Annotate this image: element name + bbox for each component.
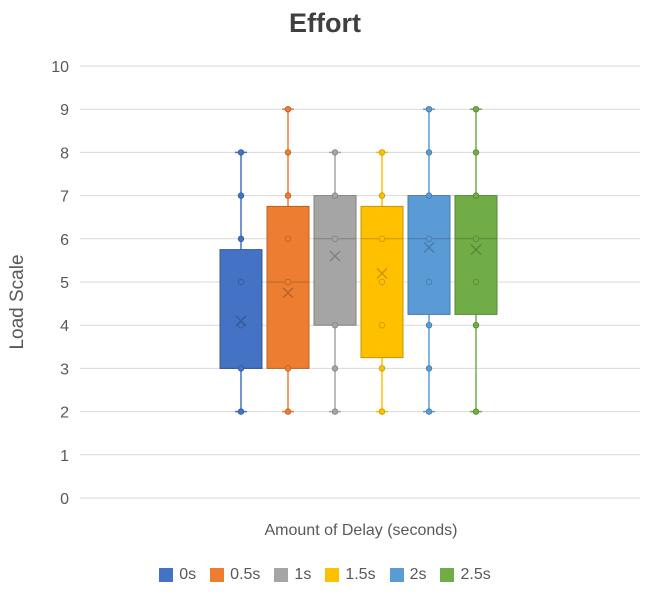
data-point [237, 365, 245, 372]
data-point [284, 235, 292, 242]
data-point [425, 278, 433, 286]
box-0s [219, 249, 263, 369]
data-point [472, 278, 480, 286]
box-2.5s [454, 195, 498, 315]
data-point [472, 105, 480, 113]
data-point [237, 192, 245, 199]
box-0.5s [266, 205, 310, 369]
legend-swatch [210, 568, 225, 582]
legend-item: 2s [389, 566, 427, 584]
data-point [425, 192, 433, 199]
data-point [472, 408, 480, 415]
y-tick-label: 10 [51, 59, 69, 76]
data-point [237, 322, 245, 329]
data-point [331, 408, 339, 415]
data-point [425, 105, 433, 113]
x-axis-label: Amount of Delay (seconds) [264, 522, 458, 539]
legend-item: 0.5s [210, 566, 260, 584]
mean-marker [470, 244, 482, 256]
data-point [378, 278, 386, 286]
data-point [378, 192, 386, 199]
y-tick-label: 2 [60, 405, 69, 422]
y-tick-label: 1 [60, 448, 69, 465]
legend-label: 1.5s [345, 566, 376, 583]
data-point [378, 322, 386, 329]
data-point [331, 149, 339, 156]
data-point [237, 235, 245, 242]
data-point [472, 235, 480, 242]
y-tick-label: 7 [60, 189, 69, 206]
legend-swatch [389, 568, 404, 582]
data-point [331, 365, 339, 372]
data-point [237, 278, 245, 286]
legend-item: 1.5s [325, 566, 376, 584]
legend-item: 1s [274, 566, 311, 584]
mean-marker [329, 250, 341, 262]
legend: 0s 0.5s 1s 1.5s 2s 2.5s [0, 566, 650, 584]
legend-item: 2.5s [440, 566, 491, 584]
data-point [378, 235, 386, 242]
legend-swatch [274, 568, 289, 582]
y-tick-label: 8 [60, 145, 69, 162]
data-point [284, 105, 292, 113]
legend-label: 2.5s [460, 566, 491, 583]
legend-label: 1s [294, 566, 312, 583]
data-point [331, 192, 339, 199]
chart-title: Effort [289, 8, 361, 38]
data-point [331, 322, 339, 329]
data-point [284, 365, 292, 372]
mean-marker [376, 267, 388, 279]
y-tick-label: 0 [60, 491, 69, 508]
data-point [378, 149, 386, 156]
data-point [284, 408, 292, 415]
data-point [425, 235, 433, 242]
legend-label: 0s [179, 566, 197, 583]
data-point [284, 192, 292, 199]
box-2s [407, 195, 451, 315]
data-point [472, 149, 480, 156]
y-tick-label: 9 [60, 102, 69, 119]
mean-marker [423, 241, 435, 253]
data-point [472, 192, 480, 199]
data-point [378, 408, 386, 415]
mean-marker [235, 315, 247, 327]
legend-item: 0s [159, 566, 196, 584]
y-tick-label: 3 [60, 361, 69, 378]
legend-swatch [325, 568, 340, 582]
data-point [378, 365, 386, 372]
data-point [425, 408, 433, 415]
legend-swatch [440, 568, 455, 582]
data-point [425, 365, 433, 372]
legend-swatch [159, 568, 174, 582]
data-point [425, 322, 433, 329]
data-point [472, 322, 480, 329]
mean-marker [282, 287, 294, 299]
y-tick-label: 5 [60, 275, 69, 292]
legend-label: 2s [409, 566, 427, 583]
data-point [284, 149, 292, 156]
y-tick-label: 4 [60, 318, 69, 335]
data-point [425, 149, 433, 156]
data-point [237, 408, 245, 415]
data-point [237, 149, 245, 156]
data-point [284, 278, 292, 286]
data-point [331, 235, 339, 242]
y-tick-label: 6 [60, 232, 69, 249]
box-1s [313, 195, 357, 326]
legend-label: 0.5s [230, 566, 261, 583]
